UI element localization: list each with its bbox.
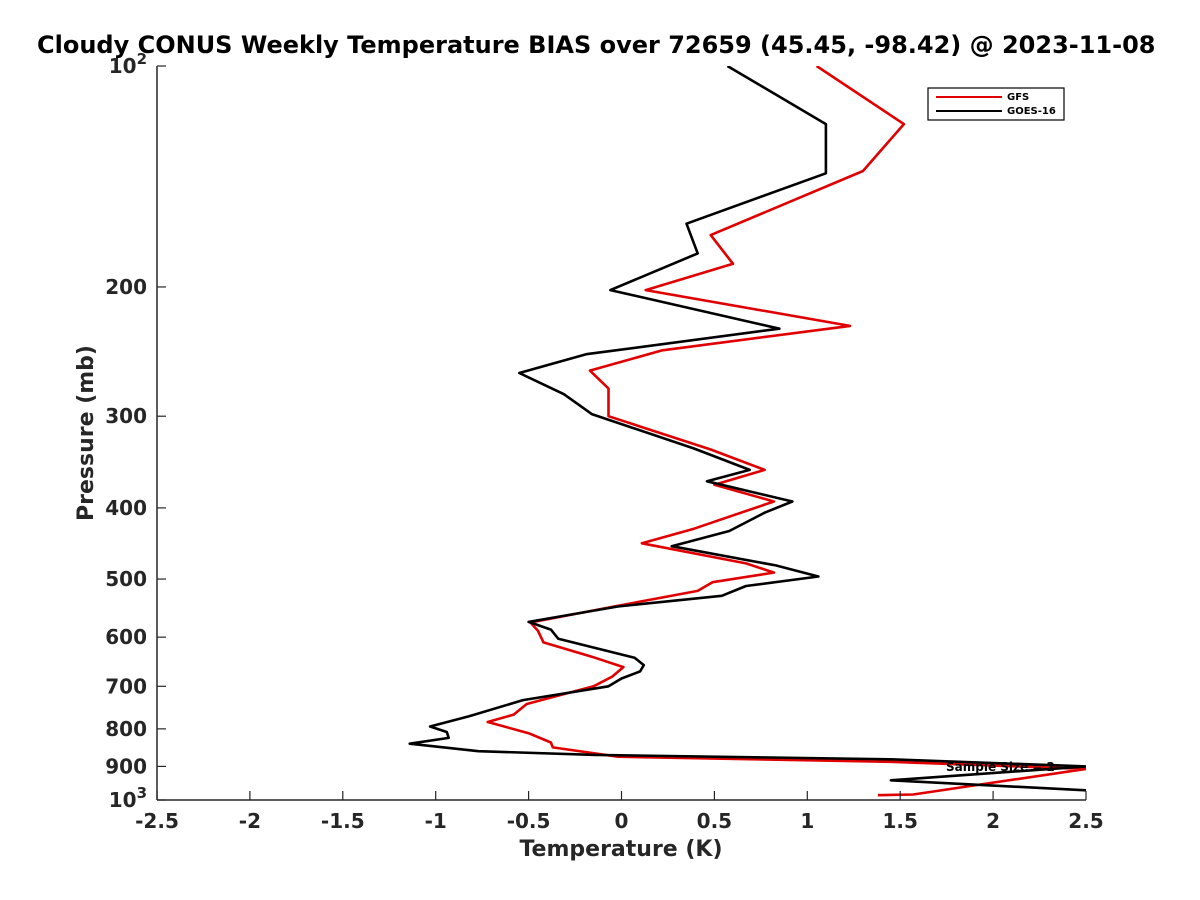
x-tick-label: 1 [800,809,814,833]
series-line-gfs [486,66,1086,797]
legend-box [927,87,1065,121]
axes [156,66,1086,801]
y-tick-label: 700 [105,674,147,698]
x-tick-label: 0.5 [697,809,732,833]
y-tick-label: 800 [105,717,147,741]
x-tick-label: -2.5 [135,809,179,833]
y-tick-label: 103 [109,784,147,812]
legend-label-goes16: GOES-16 [1007,106,1056,117]
x-tick-label: -1.5 [321,809,365,833]
y-tick-label: 900 [105,754,147,778]
x-tick-label: -1 [425,809,447,833]
x-tick-label: -0.5 [507,809,551,833]
x-ticks: -2.5 -2 -1.5 -1 -0.5 0 0.5 1 1.5 2 2.5 [135,791,1104,833]
chart-title: Cloudy CONUS Weekly Temperature BIAS ove… [37,31,1155,59]
y-tick-label: 102 [109,50,147,78]
plot-lines [408,66,1086,797]
y-axis-label: Pressure (mb) [74,345,99,521]
y-tick-label: 300 [105,404,147,428]
y-tick-label: 600 [105,625,147,649]
sample-size-annotation: Sample Size = 2 [946,760,1055,774]
x-tick-label: 1.5 [882,809,917,833]
x-axis-label: Temperature (K) [519,837,722,862]
legend-label-gfs: GFS [1007,92,1029,103]
y-tick-label: 400 [105,496,147,520]
y-tick-label: 200 [105,275,147,299]
series-line-goes16 [408,66,1086,792]
y-ticks: 102 200 300 400 500 600 700 800 900 103 [105,50,166,812]
y-tick-label: 500 [105,567,147,591]
x-tick-label: 2 [986,809,1000,833]
legend: GFS GOES-16 [927,87,1065,121]
x-tick-label: -2 [239,809,261,833]
x-tick-label: 2.5 [1068,809,1103,833]
x-tick-label: 0 [615,809,629,833]
